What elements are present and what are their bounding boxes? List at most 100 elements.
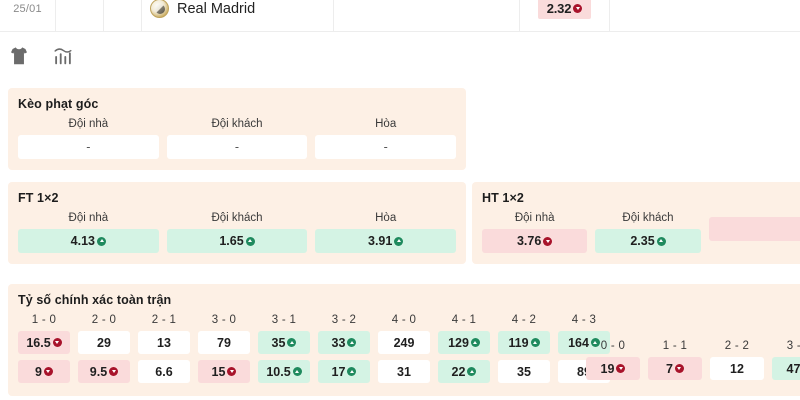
match-date: 25/01: [13, 2, 42, 15]
score-cell-4-3-top[interactable]: 164: [558, 331, 610, 354]
corner-head-away: Đội khách: [211, 118, 263, 130]
arrow-up-icon: [245, 236, 255, 246]
score-col-4-0: 4 - 0 249: [378, 314, 430, 354]
ht-head-home: Đội nhà: [514, 212, 555, 224]
jersey-icon[interactable]: [8, 45, 30, 67]
score-cell-0-0[interactable]: 19: [586, 357, 640, 380]
score-cell-1-1[interactable]: 7: [648, 357, 702, 380]
match-row[interactable]: 25/01 Real Madrid 2.32: [0, 0, 800, 32]
corner-cell-home[interactable]: -: [18, 135, 159, 159]
score-cell-2-1-top[interactable]: 13: [138, 331, 190, 354]
arrow-up-icon: [470, 338, 480, 347]
score-cell-1-0-bottom[interactable]: 9: [18, 360, 70, 383]
score-cell-3-1-bottom[interactable]: 10.5: [258, 360, 310, 383]
arrow-down-icon: [674, 364, 684, 373]
ft-cell-home[interactable]: 4.13: [18, 229, 159, 253]
score-col-4-2: 4 - 2 119: [498, 314, 550, 354]
team-name: Real Madrid: [177, 0, 256, 17]
score-col-3-1: 3 - 1 35: [258, 314, 310, 354]
match-cell-blank: [334, 0, 520, 32]
score-value: 33: [331, 335, 346, 350]
score-cell-4-1-bottom[interactable]: 22: [438, 360, 490, 383]
score-col-1-0: 1 - 0 16.5: [18, 314, 70, 354]
score-draw-row: 0 - 0 19 1 - 1 7 2 - 2: [586, 340, 800, 380]
score-value: 19: [600, 361, 615, 376]
arrow-down-icon: [616, 364, 626, 373]
arrow-up-icon: [287, 338, 297, 347]
score-row-bottom: 9 9.5 6.6 15: [18, 360, 610, 383]
arrow-up-icon: [394, 236, 404, 246]
score-value: 9: [35, 364, 42, 379]
score-cell-3-0-top[interactable]: 79: [198, 331, 250, 354]
score-cell-1-0-top[interactable]: 16.5: [18, 331, 70, 354]
arrow-up-icon: [97, 236, 106, 246]
corner-head-home: Đội nhà: [68, 118, 109, 130]
score-cell-4-0-bottom[interactable]: 31: [378, 360, 430, 383]
panel-ht-1x2: HT 1×2 Đội nhà 3.76 Đội khách 2.35: [472, 182, 800, 264]
score-cell-4-2-bottom[interactable]: 35: [498, 360, 550, 383]
match-odds-value: 2.32: [546, 1, 572, 16]
panel-corner-title: Kèo phạt góc: [18, 97, 99, 111]
ft-col-home: Đội nhà 4.13: [18, 212, 159, 253]
score-head-2-0: 2 - 0: [91, 314, 117, 326]
score-cell-3-1-top[interactable]: 35: [258, 331, 310, 354]
score-cell-4-0-top[interactable]: 249: [378, 331, 430, 354]
score-cell-4-1-top[interactable]: 129: [438, 331, 490, 354]
score-head-3-0: 3 - 0: [211, 314, 237, 326]
bar-chart-icon[interactable]: [52, 45, 74, 67]
ht-cell-away[interactable]: 2.35: [595, 229, 701, 253]
corner-cell-draw[interactable]: -: [315, 135, 457, 159]
score-head-4-2: 4 - 2: [511, 314, 537, 326]
score-head-2-1: 2 - 1: [151, 314, 177, 326]
score-cell-2-0-bottom[interactable]: 9.5: [78, 360, 130, 383]
ht-cell-home[interactable]: 3.76: [482, 229, 588, 253]
arrow-up-icon: [467, 367, 477, 376]
arrow-down-icon: [227, 367, 237, 376]
ft-cell-away[interactable]: 1.65: [166, 229, 308, 253]
score-head-0-0: 0 - 0: [600, 340, 626, 352]
score-value: 22: [451, 364, 466, 379]
score-value: 17: [331, 364, 346, 379]
panel-score-title: Tỷ số chính xác toàn trận: [18, 293, 172, 307]
real-madrid-crest-icon: [150, 0, 169, 18]
score-cell-3-2-top[interactable]: 33: [318, 331, 370, 354]
score-value: 129: [448, 335, 469, 350]
score-head-3-3: 3 - 3: [786, 340, 800, 352]
arrow-up-icon: [530, 338, 540, 347]
score-col-2-1-b: 6.6: [138, 360, 190, 383]
score-col-1-0-b: 9: [18, 360, 70, 383]
corner-cell-away[interactable]: -: [166, 135, 308, 159]
score-value: 35: [271, 335, 286, 350]
score-cell-2-1-bottom[interactable]: 6.6: [138, 360, 190, 383]
score-col-4-3: 4 - 3 164: [558, 314, 610, 354]
score-head-3-1: 3 - 1: [271, 314, 297, 326]
score-cell-3-2-bottom[interactable]: 17: [318, 360, 370, 383]
score-col-4-1: 4 - 1 129: [438, 314, 490, 354]
score-value: 9.5: [89, 364, 108, 379]
score-value: 47: [786, 361, 800, 376]
score-head-3-2: 3 - 2: [331, 314, 357, 326]
score-body: 1 - 0 16.5 2 - 0 29 2 - 1 13: [18, 314, 800, 383]
team-cell[interactable]: Real Madrid: [142, 0, 334, 32]
ft-value-draw: 3.91: [368, 234, 393, 248]
score-col-3-0-b: 15: [198, 360, 250, 383]
ft-head-away: Đội khách: [211, 212, 263, 224]
score-value: 15: [211, 364, 226, 379]
ft-cell-draw[interactable]: 3.91: [315, 229, 457, 253]
corner-col-home: Đội nhà -: [18, 118, 159, 159]
score-left-group: 1 - 0 16.5 2 - 0 29 2 - 1 13: [18, 314, 610, 383]
score-col-3-0: 3 - 0 79: [198, 314, 250, 354]
score-cell-3-0-bottom[interactable]: 15: [198, 360, 250, 383]
panel-correct-score: Tỷ số chính xác toàn trận 1 - 0 16.5 2 -…: [8, 284, 800, 396]
match-odds-chip[interactable]: 2.32: [537, 0, 592, 19]
corner-head-draw: Hòa: [375, 118, 397, 130]
score-cell-2-0-top[interactable]: 29: [78, 331, 130, 354]
score-cell-3-3[interactable]: 47: [772, 357, 800, 380]
score-cell-4-2-top[interactable]: 119: [498, 331, 550, 354]
match-cell-last: [610, 0, 800, 32]
ht-cell-draw[interactable]: [708, 217, 800, 241]
match-odds-cell[interactable]: 2.32: [520, 0, 610, 32]
score-cell-2-2[interactable]: 12: [710, 357, 764, 380]
corner-col-away: Đội khách -: [166, 118, 308, 159]
